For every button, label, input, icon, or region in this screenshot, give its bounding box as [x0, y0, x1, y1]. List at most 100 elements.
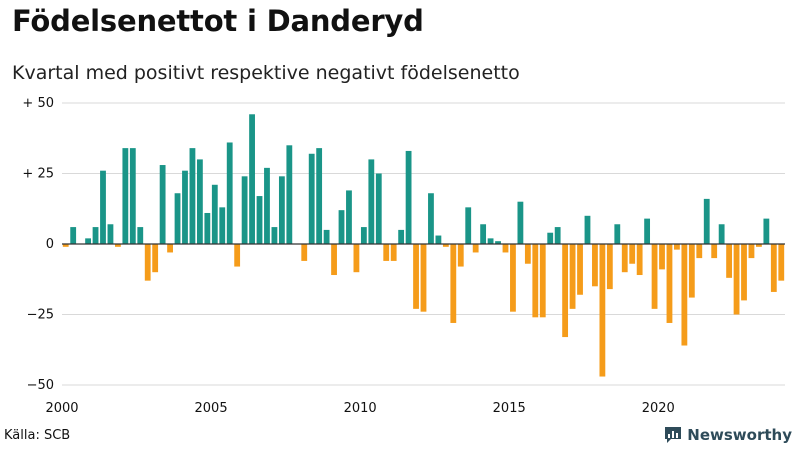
bar: [569, 244, 576, 309]
bar: [465, 207, 472, 244]
bar: [502, 244, 509, 253]
bar: [472, 244, 479, 253]
bar: [114, 244, 121, 247]
bar: [666, 244, 673, 323]
bar: [770, 244, 777, 292]
bar: [651, 244, 658, 309]
x-tick-label: 2005: [195, 401, 228, 416]
bar: [174, 193, 181, 244]
bar: [122, 148, 129, 244]
bar: [599, 244, 606, 377]
chart-title: Födelsenettot i Danderyd: [12, 4, 424, 38]
y-tick-label: + 50: [22, 96, 54, 111]
bar: [226, 142, 233, 244]
bar: [763, 218, 770, 244]
bar: [62, 244, 69, 247]
bar: [711, 244, 718, 259]
bar: [517, 201, 524, 244]
bar: [107, 224, 114, 244]
source-note: Källa: SCB: [4, 428, 71, 443]
bar: [241, 176, 248, 244]
bar: [338, 210, 345, 244]
bar: [375, 173, 382, 244]
bar: [450, 244, 457, 323]
bar: [547, 232, 554, 244]
bar: [286, 145, 293, 244]
bar: [85, 238, 91, 244]
bar: [495, 241, 501, 244]
x-tick-label: 2015: [493, 401, 526, 416]
bar: [129, 148, 136, 244]
bar: [323, 229, 330, 244]
bar: [554, 227, 561, 244]
bar: [726, 244, 733, 278]
bar: [614, 224, 621, 244]
bar: [442, 244, 449, 247]
bar: [592, 244, 598, 287]
bar: [733, 244, 740, 315]
y-tick-label: + 25: [22, 167, 54, 182]
bar: [249, 114, 255, 244]
bar: [659, 244, 665, 270]
bar: [159, 165, 166, 244]
x-tick-label: 2010: [344, 401, 377, 416]
bar: [756, 244, 762, 247]
x-tick-label: 2020: [642, 401, 675, 416]
bar: [219, 207, 226, 244]
bar: [636, 244, 643, 276]
bar: [621, 244, 628, 273]
bar: [674, 244, 680, 250]
bar: [457, 244, 464, 267]
bar: [353, 244, 360, 273]
bar: [100, 170, 106, 244]
bar: [405, 150, 412, 244]
bar: [383, 244, 390, 261]
bar: [741, 244, 747, 301]
bar: [428, 193, 434, 244]
bar: [256, 196, 263, 244]
bar: [316, 148, 323, 244]
bar: [696, 244, 703, 259]
bars: [62, 114, 785, 377]
bar: [331, 244, 337, 276]
bar: [182, 170, 188, 244]
bar: [524, 244, 531, 264]
bar: [368, 159, 375, 244]
bar: [264, 167, 270, 244]
bar: [562, 244, 569, 338]
bar: [480, 224, 487, 244]
bar: [152, 244, 159, 273]
bar: [398, 229, 405, 244]
bar: [167, 244, 173, 253]
bar: [703, 198, 710, 244]
bar: [346, 190, 352, 244]
newsworthy-logo-icon: [665, 427, 682, 443]
bar: [271, 227, 278, 244]
y-tick-label: −25: [27, 308, 54, 323]
chart-subtitle: Kvartal med positivt respektive negativt…: [12, 62, 520, 84]
bar: [606, 244, 613, 290]
bar: [778, 244, 785, 281]
y-tick-label: 0: [46, 237, 54, 252]
x-axis: 2000 2005 2010 2015 2020: [45, 401, 674, 416]
bar: [539, 244, 546, 318]
bar: [435, 235, 442, 244]
bar: [532, 244, 539, 318]
bar: [360, 227, 367, 244]
bar: [644, 218, 651, 244]
bar: [420, 244, 427, 312]
bar: [390, 244, 397, 261]
bar: [189, 148, 196, 244]
brand-name: Newsworthy: [687, 426, 792, 444]
bar: [137, 227, 144, 244]
bar: [718, 224, 725, 244]
bar: [196, 159, 203, 244]
y-tick-label: −50: [27, 378, 54, 393]
bar: [748, 244, 755, 259]
bar: [629, 244, 636, 264]
brand-logo: Newsworthy: [663, 426, 792, 444]
bar: [211, 184, 218, 244]
bar: [510, 244, 516, 312]
bar: [308, 153, 315, 244]
